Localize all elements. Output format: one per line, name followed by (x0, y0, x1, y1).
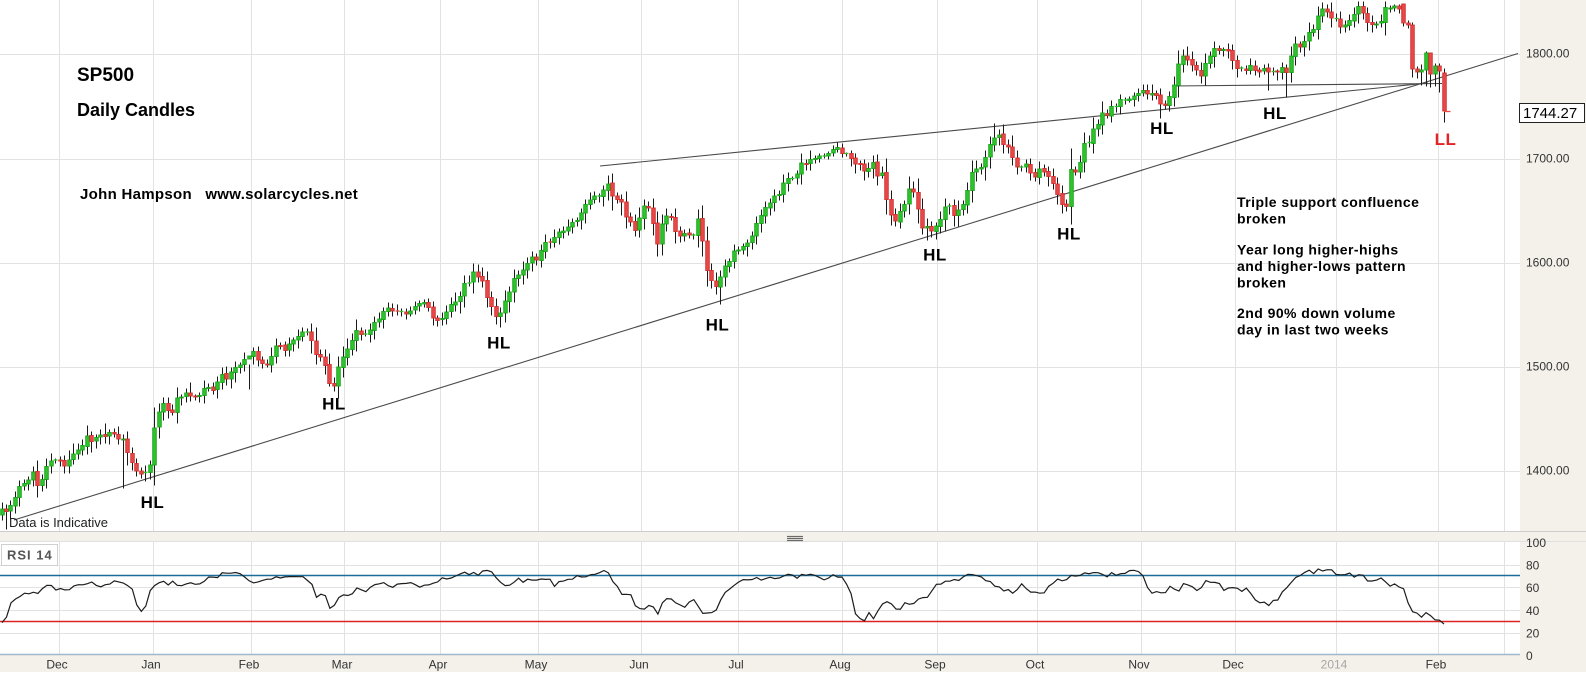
svg-text:HL: HL (141, 493, 165, 512)
svg-text:1400.00: 1400.00 (1526, 464, 1570, 478)
svg-text:Oct: Oct (1026, 658, 1045, 672)
svg-text:0: 0 (1526, 649, 1533, 663)
svg-text:LL: LL (1435, 130, 1457, 149)
svg-text:Aug: Aug (829, 658, 850, 672)
svg-text:RSI 14: RSI 14 (7, 548, 53, 563)
svg-text:2014: 2014 (1321, 658, 1348, 672)
svg-text:Dec: Dec (46, 658, 67, 672)
svg-text:100: 100 (1526, 536, 1546, 550)
svg-text:1700.00: 1700.00 (1526, 152, 1570, 166)
svg-text:60: 60 (1526, 581, 1540, 595)
svg-text:40: 40 (1526, 604, 1540, 618)
svg-text:HL: HL (1057, 225, 1081, 244)
svg-text:Jun: Jun (629, 658, 648, 672)
svg-text:Apr: Apr (429, 658, 448, 672)
svg-text:day in last two weeks: day in last two weeks (1237, 322, 1389, 338)
svg-text:Year long higher-highs: Year long higher-highs (1237, 242, 1399, 258)
svg-text:Mar: Mar (332, 658, 353, 672)
svg-text:Jan: Jan (141, 658, 160, 672)
svg-text:HL: HL (322, 395, 346, 414)
svg-text:20: 20 (1526, 626, 1540, 640)
svg-text:2nd 90% down volume: 2nd 90% down volume (1237, 305, 1396, 321)
svg-text:SP500: SP500 (77, 65, 134, 86)
svg-text:HL: HL (1263, 104, 1287, 123)
svg-text:HL: HL (487, 334, 511, 353)
svg-text:1800.00: 1800.00 (1526, 47, 1570, 61)
svg-text:broken: broken (1237, 211, 1286, 227)
svg-text:Feb: Feb (239, 658, 260, 672)
svg-text:Jul: Jul (728, 658, 743, 672)
svg-text:HL: HL (923, 246, 947, 265)
svg-text:HL: HL (706, 316, 730, 335)
svg-text:Sep: Sep (924, 658, 946, 672)
svg-text:Nov: Nov (1128, 658, 1149, 672)
svg-text:and higher-lows pattern: and higher-lows pattern (1237, 258, 1406, 274)
svg-text:Triple support confluence: Triple support confluence (1237, 194, 1419, 210)
svg-text:1600.00: 1600.00 (1526, 256, 1570, 270)
svg-text:May: May (525, 658, 548, 672)
svg-text:John Hampson www.solarcycles: John Hampson www.solarcycles.net (80, 186, 358, 203)
svg-text:80: 80 (1526, 559, 1540, 573)
svg-text:Feb: Feb (1426, 658, 1447, 672)
svg-text:Dec: Dec (1222, 658, 1243, 672)
svg-text:Data is Indicative: Data is Indicative (9, 515, 108, 530)
svg-text:1500.00: 1500.00 (1526, 360, 1570, 374)
svg-text:broken: broken (1237, 275, 1286, 291)
svg-text:Daily Candles: Daily Candles (77, 100, 195, 120)
svg-text:1744.27: 1744.27 (1523, 105, 1577, 122)
svg-text:HL: HL (1150, 119, 1174, 138)
